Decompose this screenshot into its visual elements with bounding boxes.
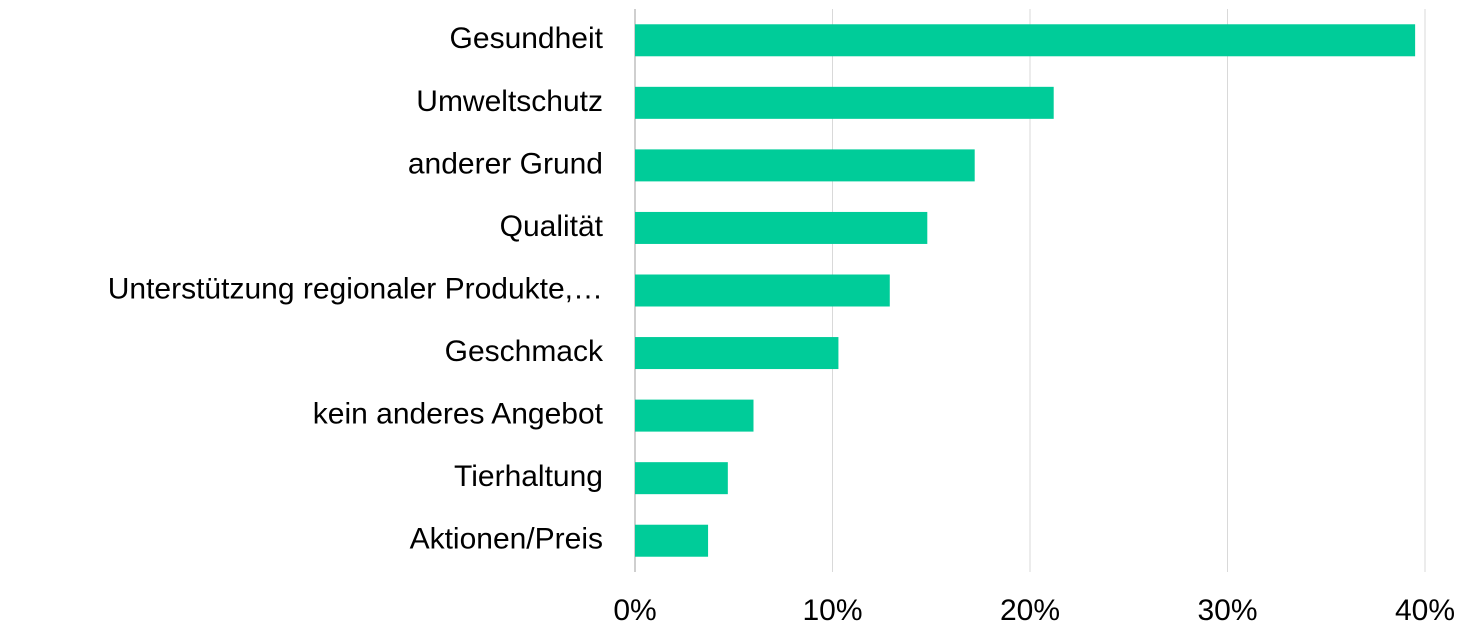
bar [635,149,975,182]
y-tick-label: Unterstützung regionaler Produkte,… [108,272,603,305]
y-tick-label: Umweltschutz [416,85,603,118]
y-tick-label: Qualität [500,210,604,243]
y-tick-label: Geschmack [445,335,604,368]
y-tick-label: anderer Grund [408,147,603,180]
y-tick-label: Aktionen/Preis [410,523,603,556]
bar [635,274,890,307]
x-tick-label: 20% [1000,594,1060,627]
bar [635,211,928,244]
y-tick-label: kein anderes Angebot [313,398,604,431]
bar [635,462,728,495]
bar [635,524,709,557]
bar [635,86,1054,119]
bar [635,24,1416,57]
x-tick-label: 30% [1197,594,1257,627]
y-tick-label: Gesundheit [450,22,604,55]
y-tick-label: Tierhaltung [454,460,603,493]
bar [635,399,754,432]
x-tick-label: 10% [802,594,862,627]
x-tick-label: 0% [613,594,656,627]
bar [635,337,839,370]
x-tick-label: 40% [1395,594,1455,627]
